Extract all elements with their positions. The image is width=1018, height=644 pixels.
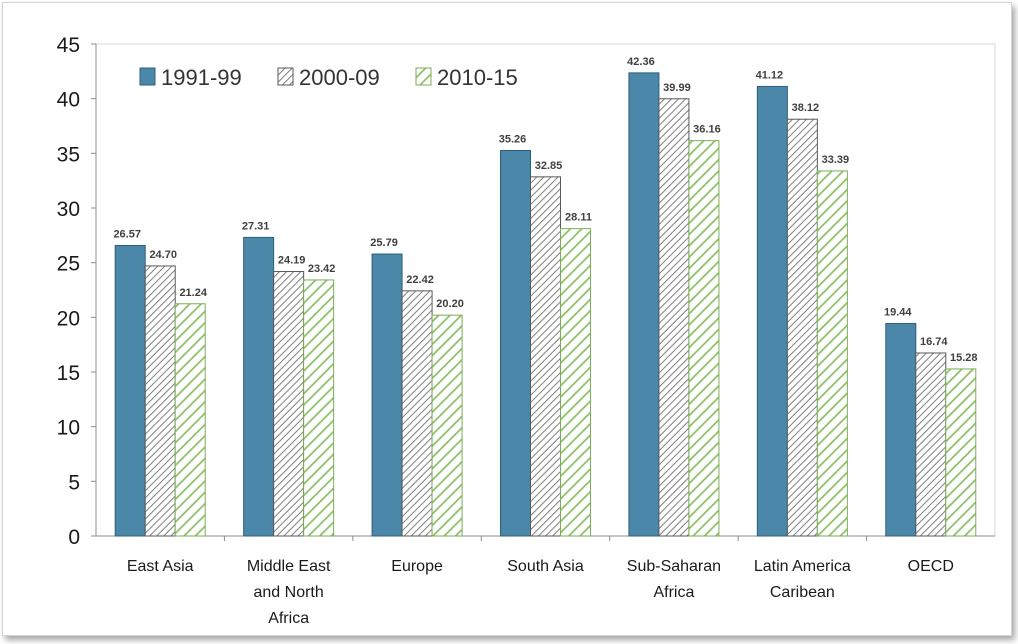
data-label: 15.28 [950,352,978,364]
x-category-label: Africa [268,610,309,627]
legend-swatch [277,67,294,86]
bar-2000-09 [658,98,690,537]
bar-2000-09 [401,290,433,537]
data-label: 35.26 [499,133,527,145]
bar-2000-09 [915,352,947,537]
chart-frame: 0 5 10 15 20 25 30 35 40 45 26.57 24.70 21.24 East As… [2,2,1012,636]
data-label: 21.24 [179,287,207,299]
data-label: 16.74 [920,336,948,348]
bar-2000-09 [530,176,561,537]
bar-1991-99 [885,322,917,537]
data-label: 41.12 [756,69,784,81]
data-label: 32.85 [535,160,563,172]
x-category-label: Middle East [247,558,331,575]
y-tick-label: 40 [57,89,80,112]
bar-2010-15 [431,314,463,537]
data-label: 26.57 [113,229,141,241]
legend-label: 2010-15 [437,65,518,90]
data-label: 24.19 [278,255,306,267]
data-label: 38.12 [792,102,820,114]
y-tick-label: 0 [68,526,80,549]
legend-label: 1991-99 [161,65,242,90]
legend-swatch [415,67,432,86]
bar-2000-09 [144,265,176,537]
bar-2010-15 [688,140,720,537]
data-label: 22.42 [406,274,434,286]
bar-chart: 0 5 10 15 20 25 30 35 40 45 26.57 24.70 21.24 East As… [57,34,996,627]
bar-2010-15 [303,279,335,537]
x-category-label: Latin America [754,558,851,575]
data-label: 28.11 [565,212,592,224]
x-category-label: Caribean [770,584,835,601]
data-label: 25.79 [370,237,398,249]
y-tick-label: 20 [57,307,80,330]
bar-2010-15 [174,303,206,537]
data-label: 19.44 [884,306,912,318]
bar-1991-99 [243,236,275,537]
x-category-label: OECD [908,558,954,575]
data-label: 23.42 [308,263,336,275]
data-label: 36.16 [693,124,721,136]
data-label: 24.70 [149,249,177,261]
bar-2010-15 [816,170,848,537]
x-category-label: South Asia [507,558,584,575]
legend-swatch [139,67,156,86]
y-tick-label: 15 [57,362,80,385]
y-tick-label: 25 [57,253,80,276]
legend-label: 2000-09 [299,65,380,90]
data-label: 27.31 [242,220,270,232]
bar-2000-09 [786,118,818,537]
bar-2010-15 [945,368,977,537]
bar-1991-99 [114,245,146,537]
data-label: 33.39 [822,154,850,166]
data-label: 39.99 [663,82,691,94]
y-tick-label: 10 [57,417,80,440]
bar-1991-99 [756,85,788,537]
x-category-label: East Asia [127,558,194,575]
x-category-label: Europe [391,558,443,575]
x-category-label: Africa [653,584,694,601]
bar-2010-15 [560,228,591,537]
x-category-label: Sub-Saharan [627,558,721,575]
data-label: 20.20 [436,298,464,310]
x-category-label: and North [254,584,324,601]
data-label: 42.36 [627,56,655,68]
y-tick-label: 5 [68,471,80,494]
y-tick-label: 35 [57,143,80,166]
y-tick-label: 30 [57,198,80,221]
y-tick-label: 45 [57,34,80,57]
bar-1991-99 [371,253,403,537]
bar-1991-99 [500,149,531,537]
bar-2000-09 [273,271,305,537]
bar-1991-99 [628,72,660,537]
